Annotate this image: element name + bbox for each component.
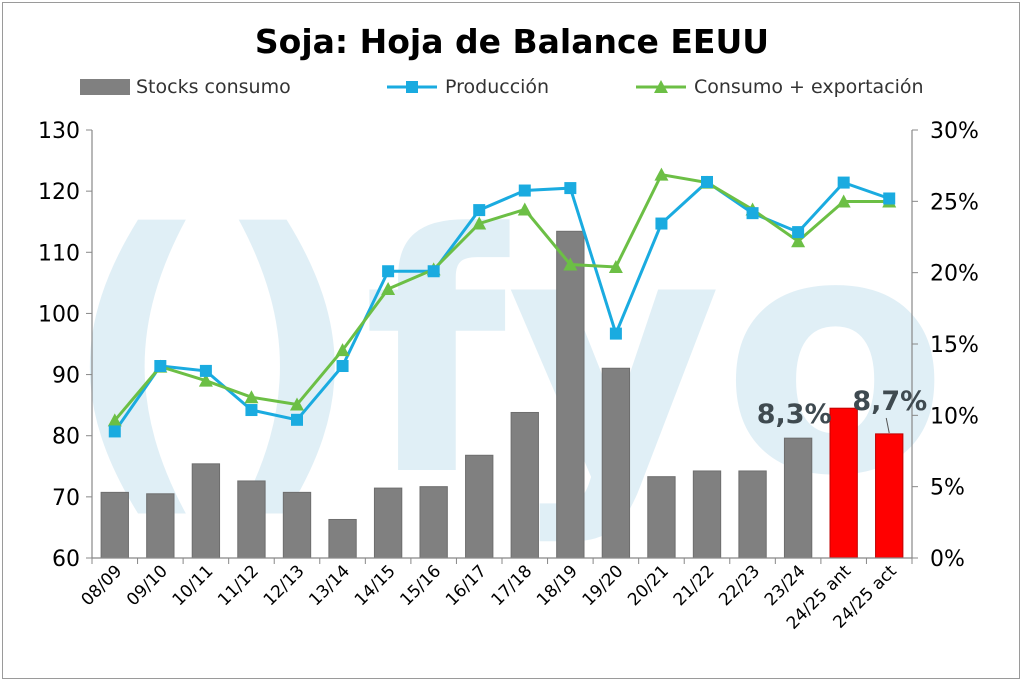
bar-24-25-act <box>875 433 904 559</box>
produccion-marker <box>883 192 896 205</box>
legend-label-stocks: Stocks consumo <box>136 76 291 98</box>
consumo-marker <box>654 167 669 181</box>
bar-17-18 <box>510 411 539 559</box>
x-tick-label: 11/12 <box>214 561 263 610</box>
produccion-marker <box>291 413 303 426</box>
left-tick-label: 110 <box>38 241 80 266</box>
x-tick-label: 16/17 <box>442 561 491 610</box>
consumo-marker <box>290 397 304 411</box>
bar-09-10 <box>146 493 175 559</box>
produccion-marker <box>336 360 349 373</box>
x-tick-label: 08/09 <box>78 561 127 610</box>
produccion-marker <box>837 176 850 189</box>
right-tick-label: 30% <box>930 119 979 144</box>
legend-swatch-triangle-marker <box>636 80 686 93</box>
produccion-marker <box>609 327 622 340</box>
x-tick-label: 21/22 <box>670 561 719 610</box>
left-tick-label: 90 <box>52 364 80 389</box>
left-tick-label: 70 <box>52 486 80 511</box>
bar-16-17 <box>465 454 494 559</box>
consumo-marker <box>335 343 350 357</box>
legend-swatch-square-marker <box>387 81 437 93</box>
right-tick-label: 20% <box>930 262 979 287</box>
x-tick-label: 13/14 <box>305 561 354 610</box>
x-tick-label: 09/10 <box>123 561 172 610</box>
produccion-marker <box>518 184 531 197</box>
bar-14-15 <box>373 487 403 559</box>
consumo-marker <box>472 216 487 230</box>
x-tick-label: 20/21 <box>624 561 673 610</box>
bar-11-12 <box>237 480 266 559</box>
produccion-marker <box>746 207 759 220</box>
produccion-marker <box>199 364 212 377</box>
x-tick-label: 18/19 <box>533 561 582 610</box>
right-tick-label: 5% <box>930 476 965 501</box>
right-tick-label: 0% <box>930 547 965 572</box>
legend-item-produccion: Producción <box>385 76 549 98</box>
produccion-marker <box>655 217 668 230</box>
x-tick-label: 19/20 <box>579 561 628 610</box>
left-tick-label: 130 <box>38 119 80 144</box>
x-tick-label: 10/11 <box>169 561 218 610</box>
x-tick-label: 22/23 <box>715 561 764 610</box>
legend-item-stocks: Stocks consumo <box>80 76 291 98</box>
consumo-marker <box>381 281 396 295</box>
bar-19-20 <box>601 367 631 559</box>
x-tick-label: 12/13 <box>260 561 309 610</box>
annotation-leader-line <box>885 417 890 434</box>
bar-15-16 <box>419 486 448 559</box>
bar-23-24 <box>783 437 813 559</box>
consumo-marker <box>198 373 213 387</box>
right-tick-label: 10% <box>930 404 979 429</box>
x-tick-label: 17/18 <box>488 561 537 610</box>
right-tick-label: 25% <box>930 190 979 215</box>
bar-21-22 <box>692 470 722 559</box>
left-tick-label: 100 <box>38 302 80 327</box>
consumo-marker <box>107 413 122 427</box>
left-tick-label: 60 <box>52 547 80 572</box>
consumo-marker <box>563 257 578 271</box>
bar-24-25-ant <box>829 407 858 559</box>
legend-item-consumo: Consumo + exportación <box>634 76 924 98</box>
consumo-marker <box>836 194 851 208</box>
produccion-marker <box>792 226 805 239</box>
legend-swatch-bar <box>80 79 130 95</box>
bar-20-21 <box>647 476 676 559</box>
bar-10-11 <box>191 463 221 559</box>
consumo-line <box>113 172 890 422</box>
legend-label-produccion: Producción <box>445 76 550 98</box>
left-tick-label: 120 <box>38 180 80 205</box>
bar-18-19 <box>556 230 585 559</box>
annotation-label: 8,3% <box>757 399 832 430</box>
consumo-marker <box>244 390 259 404</box>
consumo-marker <box>517 202 532 216</box>
produccion-marker <box>245 404 258 417</box>
produccion-marker <box>382 265 395 278</box>
consumo-marker <box>608 259 623 273</box>
x-tick-label: 15/16 <box>396 561 445 610</box>
legend-label-consumo: Consumo + exportación <box>694 76 924 98</box>
produccion-marker <box>564 182 577 195</box>
right-tick-label: 15% <box>930 333 979 358</box>
produccion-marker <box>473 204 486 217</box>
x-tick-label: 14/15 <box>351 561 400 610</box>
annotation-label: 8,7% <box>852 386 927 417</box>
chart-title: Soja: Hoja de Balance EEUU <box>254 22 770 61</box>
produccion-marker <box>108 425 121 438</box>
bar-13-14 <box>328 518 357 559</box>
produccion-marker <box>427 265 440 278</box>
bar-12-13 <box>282 491 312 559</box>
left-tick-label: 80 <box>52 425 80 450</box>
bar-08-09 <box>100 491 129 559</box>
bar-22-23 <box>738 470 767 559</box>
produccion-marker <box>701 175 713 188</box>
produccion-marker <box>154 360 167 373</box>
consumo-marker <box>791 234 806 248</box>
